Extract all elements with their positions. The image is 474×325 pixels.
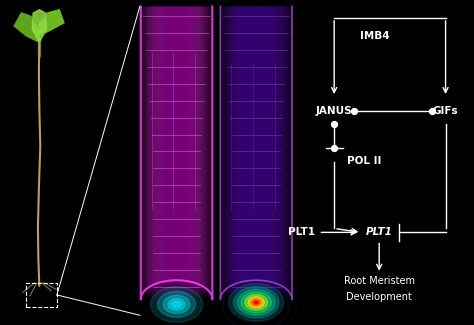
Polygon shape <box>230 6 283 303</box>
Circle shape <box>157 292 195 318</box>
Polygon shape <box>141 6 212 299</box>
Polygon shape <box>149 6 204 303</box>
Polygon shape <box>228 6 285 303</box>
Point <box>428 108 436 113</box>
Circle shape <box>172 301 181 308</box>
Text: Development: Development <box>346 292 412 302</box>
Circle shape <box>151 287 202 322</box>
Polygon shape <box>227 6 286 302</box>
Circle shape <box>168 299 185 310</box>
Polygon shape <box>145 6 208 301</box>
Polygon shape <box>144 6 209 301</box>
Polygon shape <box>226 6 287 302</box>
Polygon shape <box>231 6 282 304</box>
Circle shape <box>250 298 262 306</box>
Polygon shape <box>32 10 46 42</box>
Polygon shape <box>14 13 39 42</box>
Polygon shape <box>221 6 291 300</box>
Polygon shape <box>148 6 205 303</box>
Polygon shape <box>225 6 288 301</box>
Polygon shape <box>220 6 292 299</box>
Polygon shape <box>220 6 292 299</box>
Point <box>330 145 338 150</box>
Text: IMB4: IMB4 <box>360 31 389 41</box>
Point <box>330 122 338 127</box>
Polygon shape <box>228 6 284 303</box>
Circle shape <box>237 289 275 315</box>
Point <box>350 108 358 113</box>
Text: JANUS: JANUS <box>316 106 353 115</box>
Text: GIFs: GIFs <box>433 106 458 115</box>
Bar <box>26 283 57 307</box>
Text: POL II: POL II <box>347 156 382 166</box>
Polygon shape <box>224 6 289 301</box>
Text: PLT1: PLT1 <box>288 227 315 237</box>
Polygon shape <box>141 6 212 299</box>
Polygon shape <box>147 6 206 302</box>
Circle shape <box>241 292 271 313</box>
Polygon shape <box>143 6 210 300</box>
Circle shape <box>255 301 258 303</box>
Circle shape <box>245 294 267 310</box>
Polygon shape <box>39 10 64 36</box>
Text: Root Meristem: Root Meristem <box>344 276 415 286</box>
Circle shape <box>253 300 259 305</box>
Polygon shape <box>142 6 211 300</box>
Text: PLT1: PLT1 <box>366 227 392 237</box>
Polygon shape <box>232 6 281 304</box>
Polygon shape <box>222 6 290 300</box>
Circle shape <box>233 287 279 318</box>
Circle shape <box>163 295 190 314</box>
Polygon shape <box>146 6 207 302</box>
Circle shape <box>248 297 264 308</box>
Circle shape <box>228 283 284 321</box>
